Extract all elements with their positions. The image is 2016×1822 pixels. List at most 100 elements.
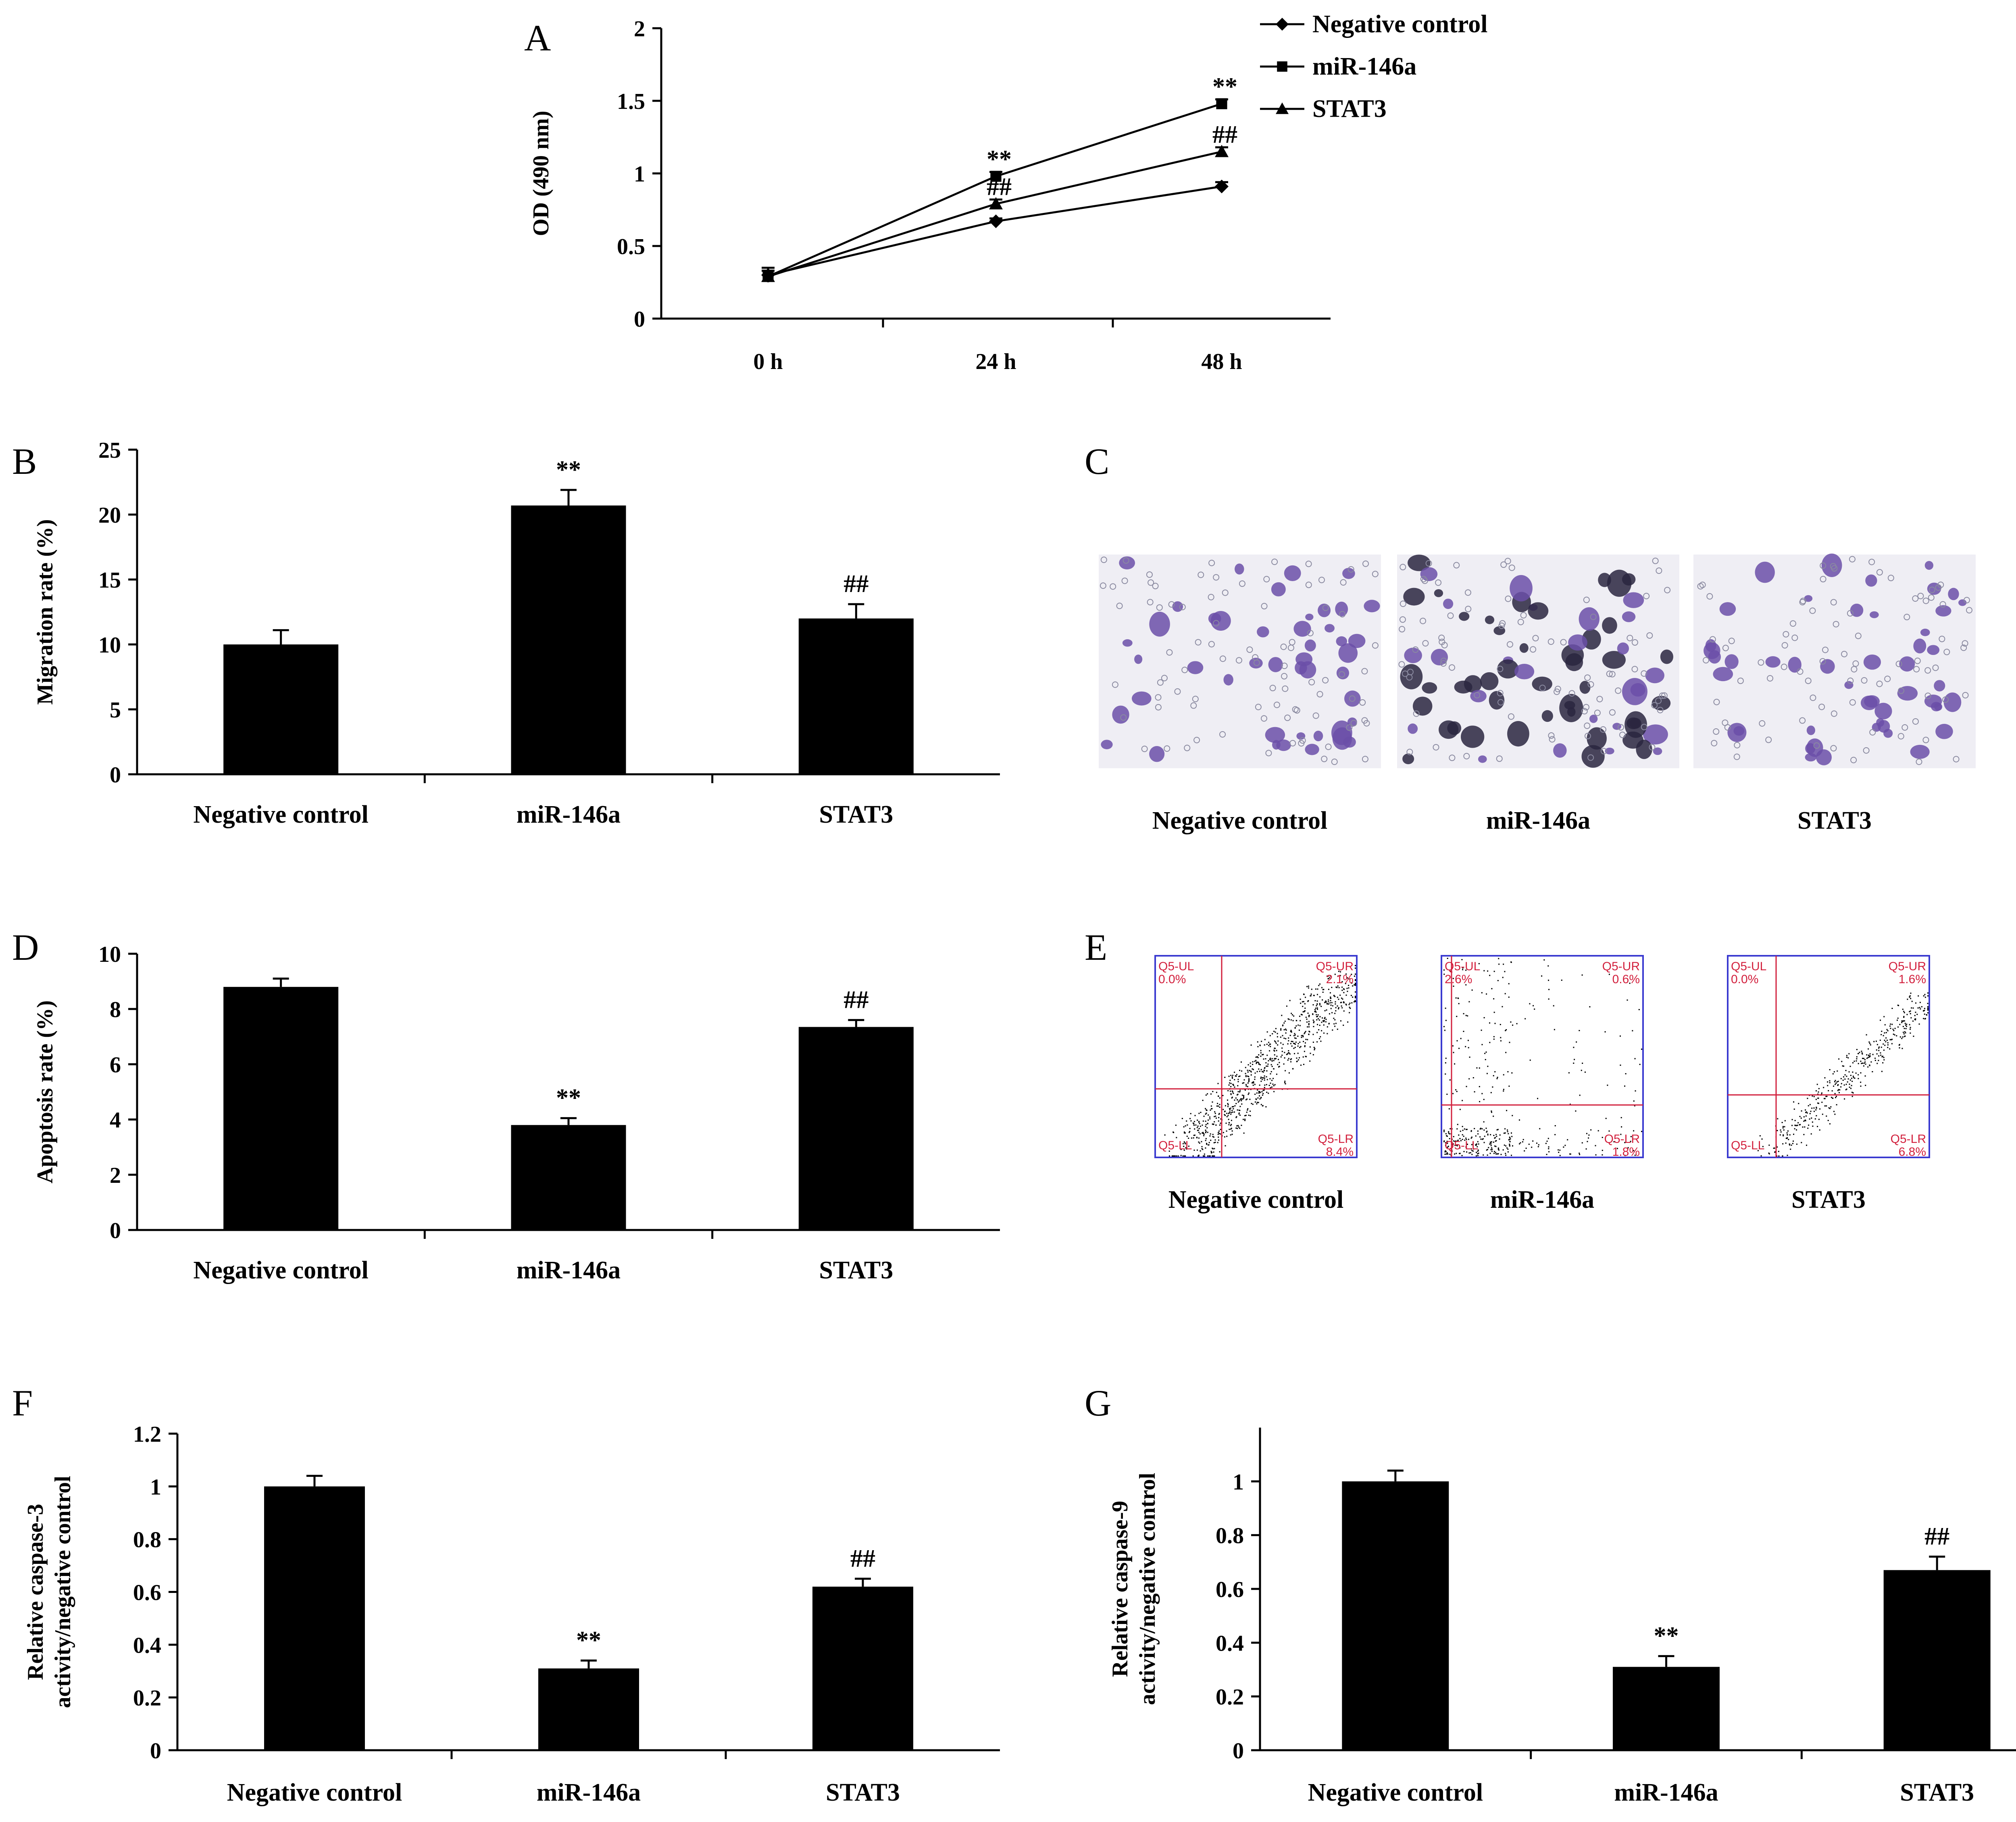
membrane-pore: [1819, 658, 1826, 665]
event-dot: [1286, 1005, 1287, 1007]
event-dot: [1317, 1024, 1318, 1026]
membrane-pore: [1913, 666, 1920, 673]
membrane-pore: [1440, 657, 1447, 664]
membrane-pore: [1617, 724, 1624, 731]
event-dot: [1260, 1052, 1262, 1054]
event-dot: [1443, 969, 1445, 971]
event-dot: [1467, 1040, 1469, 1041]
event-dot: [1194, 1128, 1195, 1130]
event-dot: [1288, 1019, 1290, 1020]
event-dot: [1902, 1020, 1904, 1021]
event-dot: [1285, 1028, 1286, 1030]
y-tick-label: 1.5: [617, 89, 645, 114]
event-dot: [1489, 1153, 1491, 1154]
event-dot: [1496, 1136, 1497, 1137]
event-dot: [1330, 1004, 1332, 1006]
event-dot: [1869, 1042, 1870, 1044]
event-dot: [1307, 1026, 1308, 1028]
membrane-pore: [1179, 604, 1186, 611]
event-dot: [1808, 1124, 1810, 1126]
event-dot: [1188, 1145, 1189, 1147]
event-dot: [1188, 1132, 1190, 1133]
event-dot: [1841, 1061, 1843, 1062]
event-dot: [1479, 1067, 1480, 1069]
event-dot: [1456, 1128, 1458, 1130]
event-dot: [1349, 1003, 1351, 1004]
event-dot: [1629, 982, 1631, 984]
event-dot: [1247, 1076, 1249, 1077]
event-dot: [1214, 1155, 1215, 1157]
event-dot: [1503, 1132, 1505, 1134]
event-dot: [1789, 1144, 1791, 1146]
event-dot: [1232, 1075, 1234, 1076]
event-dot: [1223, 1132, 1224, 1133]
event-dot: [1295, 1041, 1297, 1043]
event-dot: [1253, 1081, 1254, 1083]
membrane-pore: [1372, 642, 1379, 649]
event-dot: [1488, 1147, 1489, 1149]
event-dot: [1201, 1141, 1202, 1142]
event-dot: [1807, 1098, 1808, 1099]
event-dot: [1548, 1146, 1549, 1148]
event-dot: [1493, 1036, 1495, 1038]
membrane-pore: [1799, 598, 1806, 605]
event-dot: [1641, 1131, 1642, 1132]
event-dot: [1493, 971, 1495, 972]
event-dot: [1225, 1105, 1226, 1107]
event-dot: [1348, 1004, 1350, 1005]
y-axis-label-line: Apoptosis rate (%): [33, 1000, 58, 1183]
event-dot: [1806, 1144, 1808, 1146]
event-dot: [1355, 974, 1356, 975]
event-dot: [1483, 1129, 1485, 1131]
event-dot: [1901, 1048, 1903, 1049]
membrane-pore: [1737, 678, 1744, 684]
event-dot: [1452, 1143, 1454, 1145]
event-dot: [1207, 1155, 1208, 1157]
event-dot: [1284, 1080, 1286, 1082]
event-dot: [1273, 1068, 1275, 1069]
event-dot: [1350, 994, 1352, 996]
event-dot: [1450, 1148, 1452, 1149]
event-dot: [1328, 1023, 1330, 1025]
event-dot: [1890, 1028, 1891, 1029]
bar-mir-146a: [538, 1668, 639, 1750]
event-dot: [1232, 1111, 1233, 1113]
event-dot: [1239, 1128, 1241, 1129]
event-dot: [1881, 1071, 1883, 1072]
event-dot: [1273, 1085, 1275, 1086]
event-dot: [1325, 1021, 1327, 1023]
event-dot: [1213, 1136, 1214, 1138]
event-dot: [1243, 1097, 1245, 1099]
event-dot: [1338, 999, 1339, 1000]
event-dot: [1776, 1130, 1778, 1131]
event-dot: [1231, 1119, 1232, 1121]
panel-letter-e: E: [1085, 927, 1107, 968]
event-dot: [1283, 1022, 1285, 1024]
event-dot: [1885, 1037, 1887, 1039]
event-dot: [1519, 1143, 1520, 1144]
event-dot: [1483, 1121, 1485, 1123]
event-dot: [1236, 1125, 1238, 1127]
event-dot: [1305, 996, 1306, 998]
event-dot: [1801, 1110, 1802, 1112]
event-dot: [1887, 1047, 1889, 1048]
event-dot: [1812, 1095, 1813, 1097]
event-dot: [1245, 1076, 1247, 1078]
event-dot: [1843, 1065, 1845, 1067]
event-dot: [1313, 1021, 1315, 1022]
event-dot: [1486, 1130, 1488, 1132]
event-dot: [1516, 1023, 1518, 1024]
significance-mark: **: [576, 1627, 601, 1654]
event-dot: [1833, 1071, 1835, 1073]
membrane-pore: [1402, 670, 1408, 677]
event-dot: [1777, 1118, 1779, 1119]
event-dot: [1355, 997, 1356, 999]
membrane-pore: [1372, 571, 1379, 577]
event-dot: [1355, 983, 1356, 985]
membrane-pore: [1412, 646, 1419, 653]
event-dot: [1834, 1081, 1835, 1082]
event-dot: [1817, 1102, 1818, 1104]
stained-cell: [1305, 613, 1314, 621]
event-dot: [1490, 1149, 1492, 1151]
event-dot: [1309, 1046, 1311, 1048]
